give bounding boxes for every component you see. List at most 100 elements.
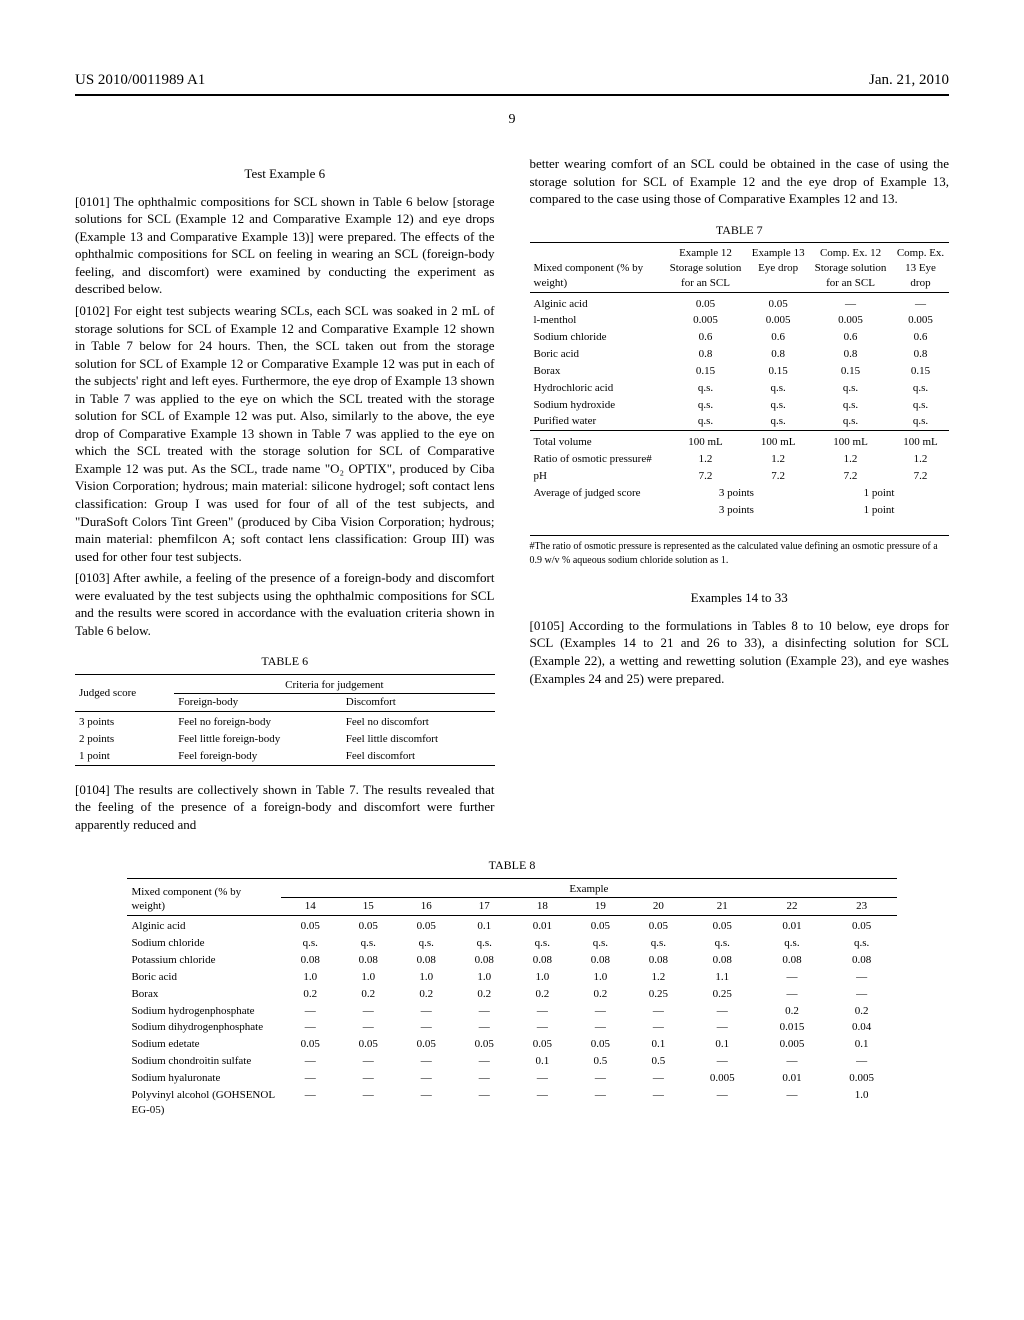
table-cell: 0.8: [747, 346, 809, 363]
table-cell: 3 points: [664, 485, 809, 502]
t8-h-mixed: Mixed component (% by weight): [127, 881, 281, 916]
table-cell: 0.2: [397, 986, 455, 1003]
table-cell: —: [827, 969, 897, 986]
table-cell: 0.05: [339, 1036, 397, 1053]
table-row: Ratio of osmotic pressure#1.21.21.21.2: [530, 451, 950, 468]
table-row: Average of judged score3 points1 point: [530, 485, 950, 502]
table-cell: 1 point: [809, 485, 949, 502]
table-cell: q.s.: [892, 397, 949, 414]
table-cell: 0.01: [513, 918, 571, 935]
table-cell: —: [397, 1019, 455, 1036]
table-cell: q.s.: [629, 935, 687, 952]
table-cell: 0.05: [827, 918, 897, 935]
table-cell: 0.6: [747, 329, 809, 346]
table-cell: —: [629, 1003, 687, 1020]
table-cell: —: [397, 1053, 455, 1070]
two-column-layout: Test Example 6 [0101] The ophthalmic com…: [75, 155, 949, 837]
table-cell: 0.08: [571, 952, 629, 969]
header-rule: [75, 94, 949, 96]
row-label: Sodium dihydrogenphosphate: [127, 1019, 281, 1036]
row-label: Sodium chloride: [127, 935, 281, 952]
table-cell: [664, 518, 949, 535]
table-cell: 100 mL: [892, 434, 949, 451]
table-cell: q.s.: [747, 413, 809, 430]
table-row: Sodium hydrogenphosphate————————0.20.2: [127, 1003, 896, 1020]
row-label: Potassium chloride: [127, 952, 281, 969]
row-label: Sodium chondroitin sulfate: [127, 1053, 281, 1070]
column-header: 14: [281, 898, 339, 916]
table-cell: 3 points: [75, 714, 174, 731]
table-cell: q.s.: [281, 935, 339, 952]
table-cell: 0.1: [827, 1036, 897, 1053]
table-cell: 0.6: [809, 329, 892, 346]
table-cell: 0.2: [281, 986, 339, 1003]
table-row: l-menthol0.0050.0050.0050.005: [530, 312, 950, 329]
table-cell: 1.1: [687, 969, 757, 986]
table-cell: q.s.: [809, 380, 892, 397]
table-row: Potassium chloride0.080.080.080.080.080.…: [127, 952, 896, 969]
table-cell: —: [629, 1019, 687, 1036]
examples-14-33-title: Examples 14 to 33: [530, 589, 950, 607]
table-cell: 7.2: [892, 468, 949, 485]
table-row: Purified waterq.s.q.s.q.s.q.s.: [530, 413, 950, 430]
table-row: Borax0.20.20.20.20.20.20.250.25——: [127, 986, 896, 1003]
table-cell: —: [513, 1087, 571, 1119]
table-cell: —: [687, 1087, 757, 1119]
page-header: US 2010/0011989 A1 Jan. 21, 2010: [75, 70, 949, 90]
table7-footnote: #The ratio of osmotic pressure is repres…: [530, 540, 950, 567]
table-cell: q.s.: [757, 935, 827, 952]
table-cell: 0.005: [809, 312, 892, 329]
table-cell: 0.08: [757, 952, 827, 969]
table-cell: q.s.: [687, 935, 757, 952]
table-cell: 0.15: [892, 363, 949, 380]
column-header: 17: [455, 898, 513, 916]
table-cell: 3 points: [664, 502, 809, 519]
t8-h-example: Example: [281, 881, 896, 898]
t6-h-criteria: Criteria for judgement: [174, 677, 494, 694]
table-cell: 0.08: [281, 952, 339, 969]
table-cell: q.s.: [571, 935, 629, 952]
table-cell: 0.04: [827, 1019, 897, 1036]
table-cell: 0.05: [281, 918, 339, 935]
t7-col-2: Comp. Ex. 12 Storage solution for an SCL: [809, 245, 892, 292]
row-label: Alginic acid: [530, 296, 664, 313]
table-cell: —: [339, 1070, 397, 1087]
table-row: 1 pointFeel foreign-bodyFeel discomfort: [75, 748, 495, 765]
table-cell: 0.005: [892, 312, 949, 329]
table-cell: 1.2: [629, 969, 687, 986]
table-cell: 0.05: [664, 296, 748, 313]
table-row: Sodium chondroitin sulfate————0.10.50.5—…: [127, 1053, 896, 1070]
table-cell: q.s.: [747, 397, 809, 414]
row-label: pH: [530, 468, 664, 485]
table-row: Alginic acid0.050.05——: [530, 296, 950, 313]
row-label: Sodium hydrogenphosphate: [127, 1003, 281, 1020]
table-cell: —: [513, 1019, 571, 1036]
table-cell: —: [629, 1087, 687, 1119]
column-header: 23: [827, 898, 897, 916]
table-cell: q.s.: [827, 935, 897, 952]
table-cell: q.s.: [809, 413, 892, 430]
row-label: Polyvinyl alcohol (GOHSENOL EG-05): [127, 1087, 281, 1119]
row-label: Hydrochloric acid: [530, 380, 664, 397]
table-cell: q.s.: [892, 380, 949, 397]
table-6: Judged score Criteria for judgement Fore…: [75, 674, 495, 767]
table-cell: 0.5: [571, 1053, 629, 1070]
table-cell: 0.6: [664, 329, 748, 346]
left-column: Test Example 6 [0101] The ophthalmic com…: [75, 155, 495, 837]
table-cell: 0.2: [513, 986, 571, 1003]
table-cell: —: [571, 1070, 629, 1087]
table-cell: 0.08: [629, 952, 687, 969]
t6-h-foreign: Foreign-body: [174, 694, 342, 712]
table-cell: q.s.: [397, 935, 455, 952]
table-cell: —: [571, 1019, 629, 1036]
table-cell: —: [629, 1070, 687, 1087]
row-label: Sodium hydroxide: [530, 397, 664, 414]
table-cell: —: [809, 296, 892, 313]
table-cell: —: [687, 1003, 757, 1020]
table-cell: —: [339, 1019, 397, 1036]
row-label: Total volume: [530, 434, 664, 451]
table-cell: 100 mL: [747, 434, 809, 451]
table-cell: 1.0: [281, 969, 339, 986]
table-cell: —: [339, 1087, 397, 1119]
table-cell: 0.05: [571, 918, 629, 935]
